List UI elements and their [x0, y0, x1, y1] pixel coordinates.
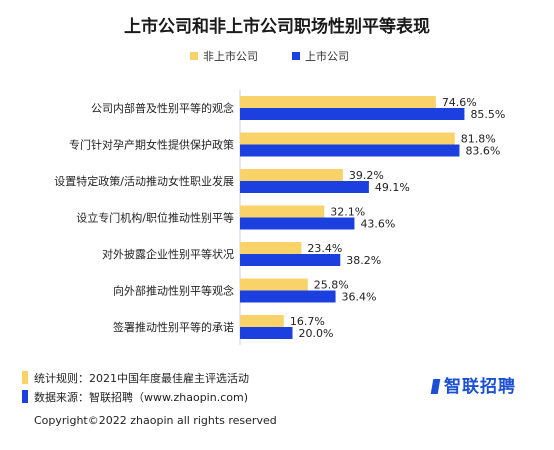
data-label-unlisted: 16.7%: [290, 315, 325, 328]
zhaopin-logo-text: 智联招聘: [444, 377, 516, 397]
category-label: 设立专门机构/职位推动性别平等: [76, 211, 234, 225]
copyright-text: Copyright©2022 zhaopin all rights reserv…: [34, 414, 277, 427]
bar-unlisted: [240, 132, 455, 145]
data-label-unlisted: 74.6%: [442, 96, 477, 109]
category-label: 公司内部普及性别平等的观念: [91, 101, 234, 115]
legend-swatch-unlisted: [190, 52, 198, 60]
bar-unlisted: [240, 278, 308, 291]
category-label: 专门针对孕产期女性提供保护政策: [69, 138, 234, 152]
data-label-listed: 49.1%: [375, 181, 410, 194]
bar-unlisted: [240, 205, 325, 218]
note-marker-blue: [22, 390, 28, 403]
bar-unlisted: [240, 242, 302, 254]
zhaopin-logo: 智联招聘: [430, 372, 516, 397]
legend-label-unlisted: 非上市公司: [203, 50, 258, 63]
data-label-unlisted: 23.4%: [307, 242, 342, 255]
legend-swatch-listed: [292, 52, 300, 60]
category-label: 设置特定政策/活动推动女性职业发展: [54, 174, 234, 188]
bar-listed: [240, 217, 355, 230]
bar-unlisted: [240, 96, 436, 108]
data-label-unlisted: 81.8%: [461, 133, 496, 146]
data-label-unlisted: 39.2%: [349, 169, 384, 182]
note-marker-yellow: [22, 371, 28, 384]
data-label-listed: 38.2%: [346, 254, 381, 267]
bar-unlisted: [240, 169, 343, 181]
data-label-unlisted: 32.1%: [330, 206, 365, 219]
note-source: 数据来源：智联招聘（www.zhaopin.com): [22, 389, 248, 405]
legend-item-listed: 上市公司: [292, 48, 349, 64]
bar-listed: [240, 254, 341, 266]
note-stats-rule-text: 统计规则：2021中国年度最佳雇主评选活动: [34, 372, 249, 385]
data-label-listed: 36.4%: [342, 291, 377, 304]
legend-label-listed: 上市公司: [305, 50, 349, 63]
note-stats-rule: 统计规则：2021中国年度最佳雇主评选活动: [22, 370, 249, 386]
bar-listed: [240, 144, 460, 157]
data-label-listed: 43.6%: [360, 218, 395, 231]
bar-listed: [240, 181, 369, 193]
bar-listed: [240, 290, 336, 303]
data-label-listed: 85.5%: [470, 108, 505, 121]
bar-unlisted: [240, 315, 284, 327]
category-label: 签署推动性别平等的承诺: [113, 320, 234, 334]
bar-listed: [240, 327, 293, 339]
zhaopin-logo-icon: [430, 379, 441, 394]
category-label: 向外部推动性别平等观念: [113, 284, 234, 298]
bar-listed: [240, 108, 465, 120]
note-source-text: 数据来源：智联招聘（www.zhaopin.com): [34, 391, 248, 404]
data-label-listed: 20.0%: [299, 327, 334, 340]
data-label-unlisted: 25.8%: [314, 279, 349, 292]
data-label-listed: 83.6%: [465, 145, 500, 158]
legend-item-unlisted: 非上市公司: [190, 48, 258, 64]
chart-title: 上市公司和非上市公司职场性别平等表现: [124, 17, 430, 37]
category-label: 对外披露企业性别平等状况: [102, 247, 234, 261]
bar-chart: 公司内部普及性别平等的观念 74.6%85.5% 专门针对孕产期女性提供保护政策 81…: [54, 90, 505, 345]
